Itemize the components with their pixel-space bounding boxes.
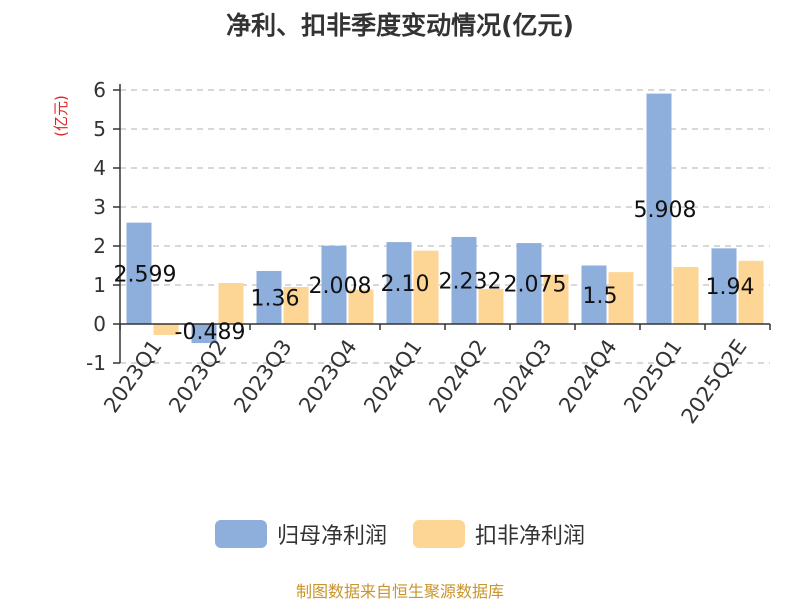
- bar-net-profit[interactable]: [451, 236, 477, 324]
- bar-net-profit[interactable]: [646, 93, 672, 324]
- y-tick-label: 6: [93, 78, 106, 102]
- data-label: 1.94: [706, 275, 755, 300]
- x-tick-label: 2023Q3: [229, 335, 296, 417]
- bar-net-profit[interactable]: [191, 324, 217, 344]
- data-label: 2.10: [381, 272, 430, 297]
- y-tick-label: 3: [93, 195, 106, 219]
- bar-deducted-profit[interactable]: [283, 286, 309, 324]
- x-tick-label: 2025Q1: [619, 335, 686, 417]
- y-tick-label: 4: [93, 156, 106, 180]
- data-label: 2.075: [504, 273, 567, 298]
- x-tick-label: 2023Q1: [99, 335, 166, 417]
- y-tick-label: 1: [93, 273, 106, 297]
- bar-net-profit[interactable]: [711, 248, 737, 324]
- bar-deducted-profit[interactable]: [543, 274, 569, 324]
- y-axis-unit-label: (亿元): [52, 95, 70, 137]
- chart-title: 净利、扣非季度变动情况(亿元): [226, 11, 574, 40]
- x-tick-label: 2024Q3: [489, 335, 556, 417]
- x-tick-label: 2025Q2E: [677, 335, 752, 428]
- bar-deducted-profit[interactable]: [738, 260, 764, 324]
- data-label: 2.599: [114, 262, 177, 287]
- legend: 归母净利润 扣非净利润: [0, 518, 800, 550]
- bar-deducted-profit[interactable]: [348, 289, 374, 324]
- legend-item-deducted-profit[interactable]: 扣非净利润: [413, 518, 585, 550]
- bar-net-profit[interactable]: [386, 242, 412, 324]
- bar-net-profit[interactable]: [516, 243, 542, 324]
- legend-label-net-profit: 归母净利润: [276, 524, 387, 549]
- bars: [126, 93, 764, 344]
- data-label: 2.008: [309, 274, 372, 299]
- bar-net-profit[interactable]: [256, 270, 282, 324]
- data-label: 1.5: [583, 284, 618, 309]
- data-source-note: 制图数据来自恒生聚源数据库: [295, 582, 504, 601]
- x-tick-label: 2023Q2: [164, 335, 231, 417]
- bar-deducted-profit[interactable]: [608, 272, 634, 324]
- x-tick-label: 2024Q4: [554, 335, 621, 417]
- bar-net-profit[interactable]: [126, 222, 152, 324]
- bar-deducted-profit[interactable]: [413, 250, 439, 324]
- bar-net-profit[interactable]: [321, 245, 347, 324]
- x-tick-label: 2024Q1: [359, 335, 426, 417]
- legend-label-deducted-profit: 扣非净利润: [475, 524, 586, 549]
- legend-swatch-deducted-profit: [413, 520, 465, 548]
- y-tick-label: -1: [86, 351, 106, 375]
- data-label: -0.489: [175, 320, 246, 345]
- legend-swatch-net-profit: [214, 520, 267, 548]
- bar-deducted-profit[interactable]: [153, 324, 179, 335]
- data-label: 5.908: [634, 198, 697, 223]
- legend-item-net-profit[interactable]: 归母净利润: [214, 518, 387, 550]
- bar-deducted-profit[interactable]: [673, 267, 699, 324]
- x-tick-label: 2023Q4: [294, 335, 361, 417]
- bar-deducted-profit[interactable]: [478, 288, 504, 324]
- y-tick-label: 0: [93, 312, 106, 336]
- y-tick-label: 5: [93, 117, 106, 141]
- data-label: 1.36: [251, 286, 300, 311]
- y-tick-label: 2: [93, 234, 106, 258]
- bar-deducted-profit[interactable]: [218, 283, 244, 324]
- x-tick-label: 2024Q2: [424, 335, 491, 417]
- bar-net-profit[interactable]: [581, 265, 607, 325]
- data-label: 2.232: [439, 269, 502, 294]
